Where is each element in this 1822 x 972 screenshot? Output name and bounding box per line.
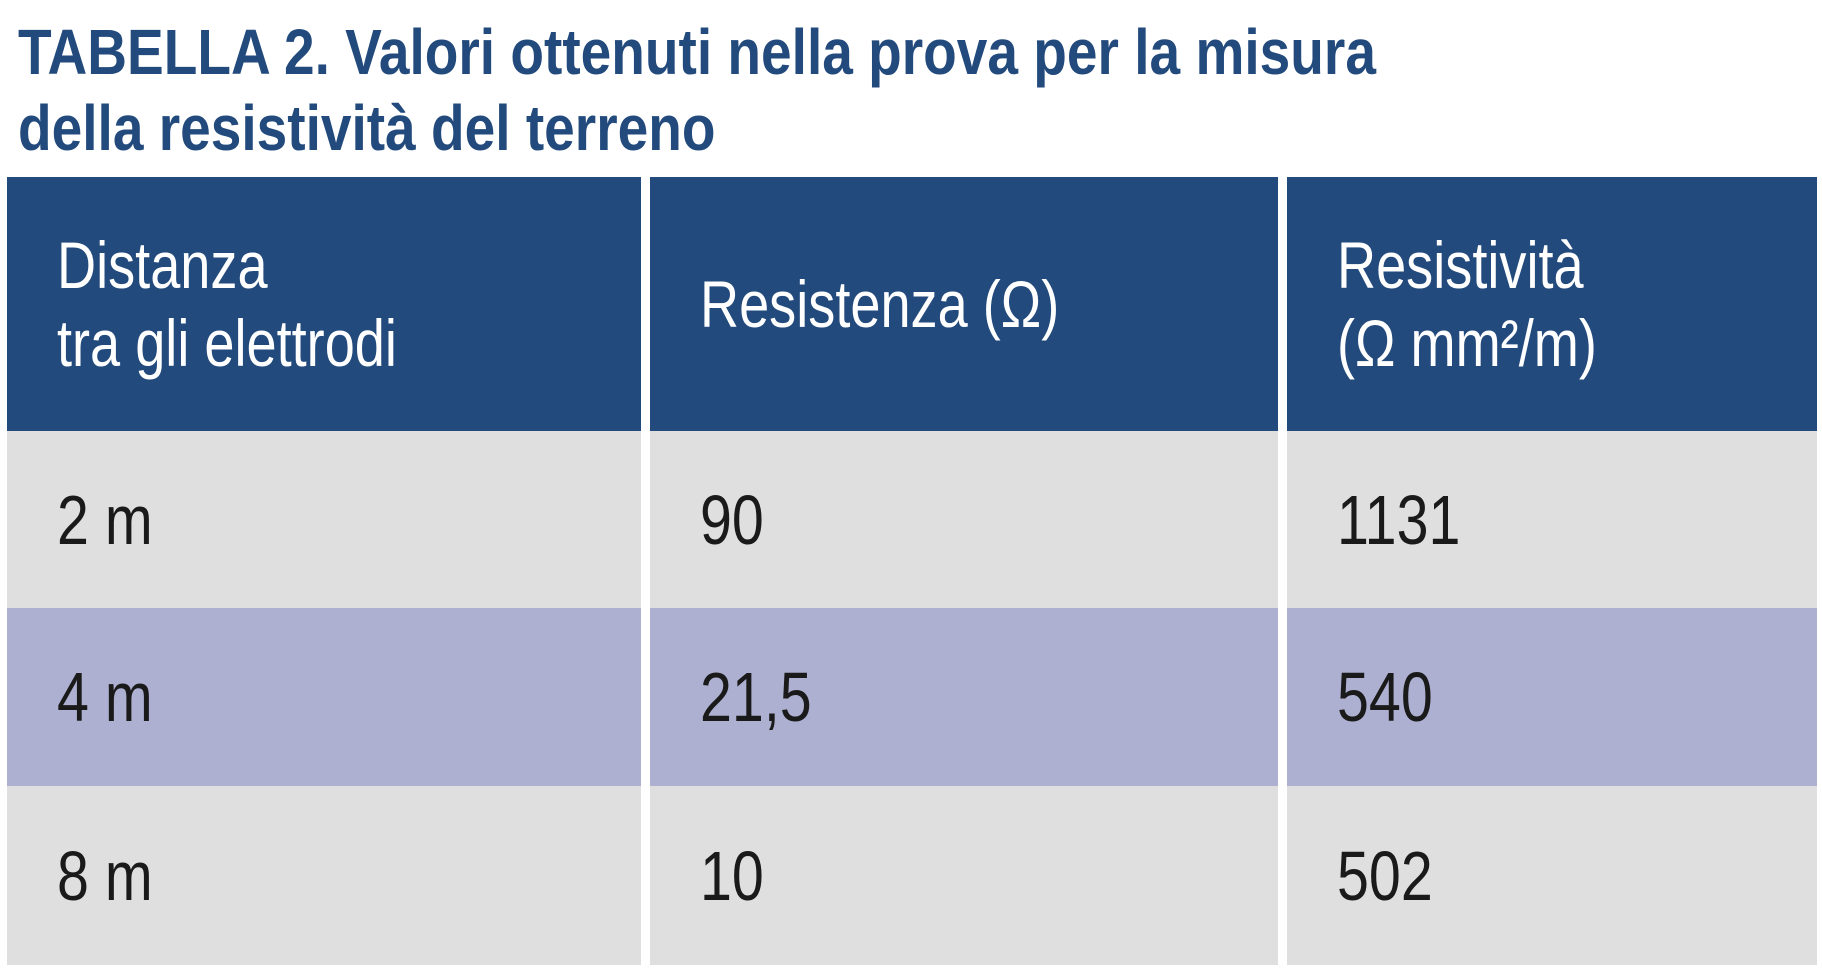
table-cell: 1131 — [1287, 431, 1817, 608]
table-cell: 2 m — [7, 431, 641, 608]
table-cell: 4 m — [7, 608, 641, 786]
cell-text: 10 — [700, 836, 764, 915]
table-cell: 502 — [1287, 786, 1817, 965]
header-text: tra gli elettrodi — [57, 306, 397, 380]
table-cell: 90 — [650, 431, 1278, 608]
title-line: della resistività del terreno — [18, 92, 716, 164]
table-cell: 21,5 — [650, 608, 1278, 786]
header-cell: Resistenza (Ω) — [650, 177, 1278, 431]
cell-text: 4 m — [57, 658, 153, 736]
header-text: Distanza — [57, 228, 268, 302]
cell-text: 540 — [1337, 658, 1433, 736]
cell-text: 1131 — [1337, 480, 1461, 559]
table-title: TABELLA 2. Valori ottenuti nella prova p… — [18, 14, 1597, 166]
table-cell: 10 — [650, 786, 1278, 965]
header-cell: Resistività (Ω mm²/m) — [1287, 177, 1817, 431]
table-cell: 8 m — [7, 786, 641, 965]
cell-text: 8 m — [57, 836, 153, 915]
cell-text: 2 m — [57, 480, 153, 559]
table-cell: 540 — [1287, 608, 1817, 786]
cell-text: 21,5 — [700, 658, 812, 736]
header-text: Resistività — [1337, 228, 1584, 302]
title-line: TABELLA 2. Valori ottenuti nella prova p… — [18, 16, 1376, 88]
header-text: Resistenza (Ω) — [700, 267, 1060, 341]
header-text: (Ω mm²/m) — [1337, 306, 1597, 380]
header-cell: Distanza tra gli elettrodi — [7, 177, 641, 431]
cell-text: 502 — [1337, 836, 1433, 915]
cell-text: 90 — [700, 480, 764, 559]
